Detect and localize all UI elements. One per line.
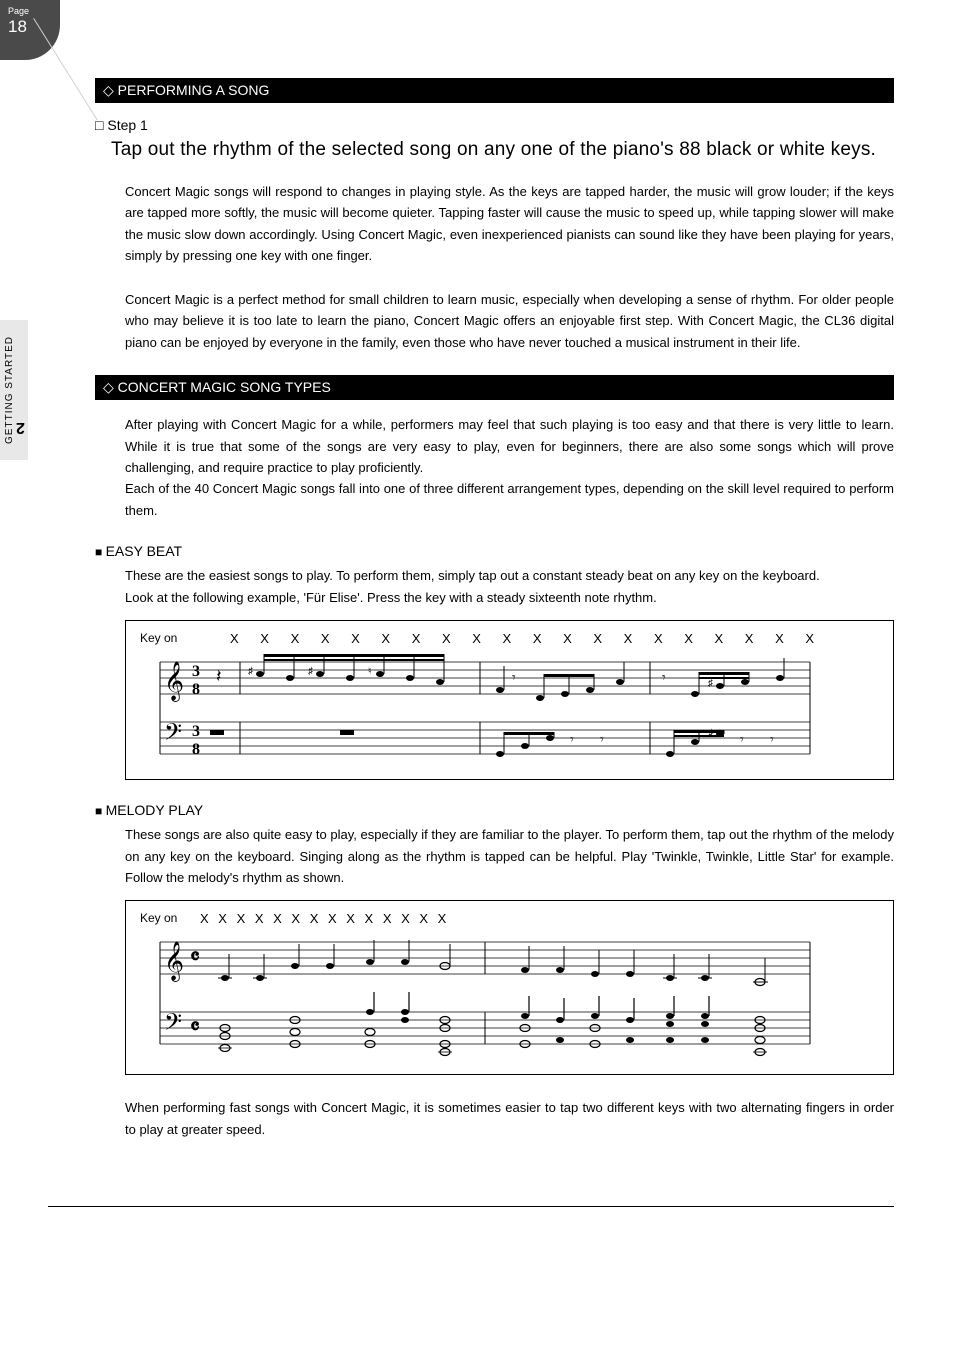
step-title: Tap out the rhythm of the selected song …	[111, 139, 894, 161]
svg-text:3: 3	[192, 663, 200, 680]
svg-text:𝄢: 𝄢	[164, 1010, 182, 1041]
key-on-marks: X X X X X X X X X X X X X X X X X X X X	[230, 631, 823, 646]
svg-text:♯: ♯	[308, 666, 313, 677]
svg-text:𝄾: 𝄾	[662, 669, 666, 685]
svg-text:𝄾: 𝄾	[570, 731, 574, 747]
svg-text:𝄾: 𝄾	[512, 669, 516, 685]
step-label: Step 1	[95, 117, 894, 133]
svg-text:𝄞: 𝄞	[164, 662, 184, 702]
svg-text:8: 8	[192, 741, 200, 758]
svg-text:♯: ♯	[708, 728, 713, 739]
svg-text:♯: ♯	[248, 666, 253, 677]
svg-text:𝄾: 𝄾	[770, 731, 774, 747]
svg-text:♯: ♯	[708, 678, 713, 689]
svg-text:𝄴: 𝄴	[190, 1014, 200, 1039]
svg-text:𝄴: 𝄴	[190, 944, 200, 969]
side-section-name: GETTING STARTED	[4, 336, 15, 444]
page-label: Page	[8, 6, 29, 16]
page-number: 18	[8, 17, 52, 37]
section-side-tab: GETTING STARTED 2	[0, 320, 28, 460]
svg-text:𝄞: 𝄞	[164, 942, 184, 982]
score-melody-play: Key on X X X X X X X X X X X X X X	[125, 900, 894, 1075]
key-on-row: Key on X X X X X X X X X X X X X X X X X…	[140, 631, 879, 646]
decorative-line	[33, 18, 97, 120]
svg-text:8: 8	[192, 681, 200, 698]
key-on-label: Key on	[140, 631, 230, 646]
page-number-tab: Page 18	[0, 0, 60, 60]
music-staff-svg: 𝄞 𝄢 3 8 3 8 𝄽 ♯ ♯ ♮	[140, 652, 820, 767]
svg-text:♮: ♮	[368, 666, 372, 677]
svg-text:𝄽: 𝄽	[216, 666, 222, 686]
footer-rule	[48, 1206, 894, 1207]
svg-text:3: 3	[192, 723, 200, 740]
paragraph: When performing fast songs with Concert …	[125, 1097, 894, 1140]
paragraph: These songs are also quite easy to play,…	[125, 824, 894, 888]
score-easy-beat: Key on X X X X X X X X X X X X X X X X X…	[125, 620, 894, 780]
music-staff-svg: 𝄞 𝄢 𝄴 𝄴	[140, 932, 820, 1062]
paragraph: Concert Magic songs will respond to chan…	[125, 181, 894, 267]
svg-text:𝄾: 𝄾	[740, 731, 744, 747]
key-on-label: Key on	[140, 911, 200, 926]
svg-text:𝄢: 𝄢	[164, 720, 182, 751]
sub-heading-easy-beat: EASY BEAT	[95, 543, 894, 559]
svg-text:𝄾: 𝄾	[600, 731, 604, 747]
paragraph: Concert Magic is a perfect method for sm…	[125, 289, 894, 353]
main-content: PERFORMING A SONG Step 1 Tap out the rhy…	[95, 0, 894, 1192]
side-section-number: 2	[15, 418, 25, 436]
paragraph: These are the easiest songs to play. To …	[125, 565, 894, 608]
sub-heading-melody-play: MELODY PLAY	[95, 802, 894, 818]
paragraph: After playing with Concert Magic for a w…	[125, 414, 894, 521]
key-on-row: Key on X X X X X X X X X X X X X X	[140, 911, 879, 926]
section-bar-performing: PERFORMING A SONG	[95, 78, 894, 103]
section-bar-song-types: CONCERT MAGIC SONG TYPES	[95, 375, 894, 400]
key-on-marks: X X X X X X X X X X X X X X	[200, 911, 449, 926]
